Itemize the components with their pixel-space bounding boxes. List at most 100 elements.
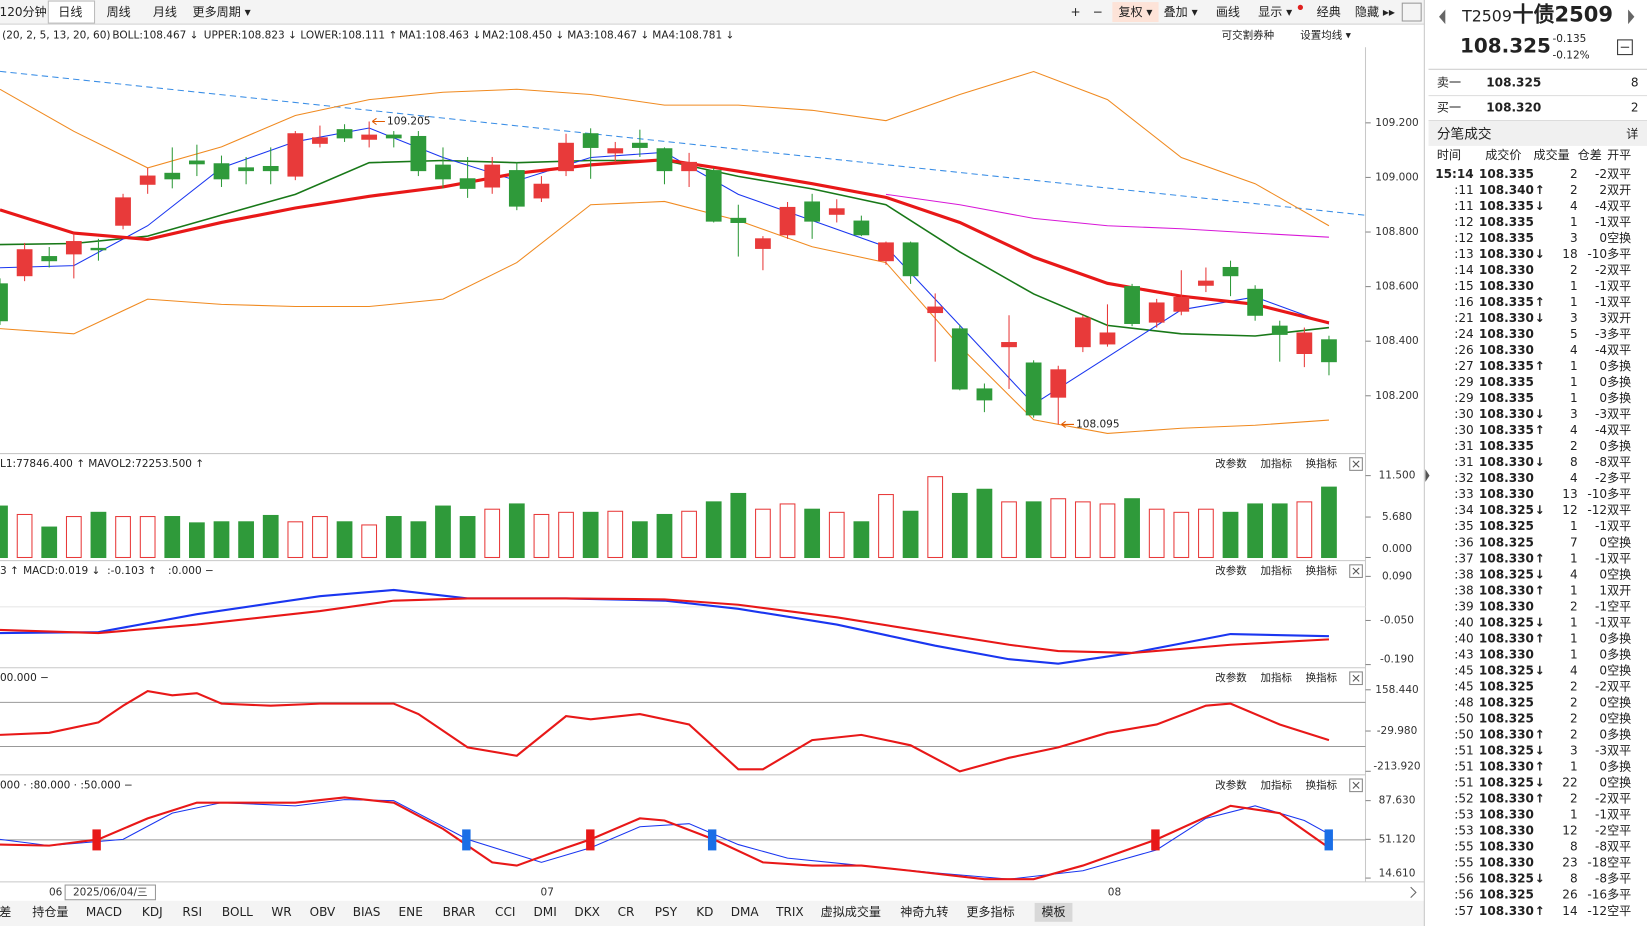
trade-oi-change: -10 — [1587, 247, 1607, 261]
trade-price: 108.325 — [1479, 712, 1534, 726]
trade-direction: ↑ — [1535, 631, 1545, 645]
indicator-tab[interactable]: ENE — [399, 905, 423, 919]
period-tab[interactable]: 更多周期 ▾ — [193, 5, 252, 19]
indicator-tab[interactable]: WR — [271, 905, 292, 919]
trade-price: 108.340 — [1479, 183, 1534, 197]
indicator-tab[interactable]: BIAS — [353, 905, 381, 919]
indicator-legend: 3 ↑ — [0, 565, 19, 577]
period-tab[interactable]: 120分钟 — [0, 4, 47, 19]
trade-price: 108.330 — [1479, 840, 1534, 854]
next-arrow[interactable] — [1628, 9, 1635, 25]
tool-button[interactable]: 经典 — [1317, 5, 1341, 19]
panel-button[interactable]: 加指标 — [1260, 457, 1292, 470]
scroll-arrow[interactable] — [1410, 886, 1417, 899]
indicator-tab[interactable]: 模板 — [1041, 905, 1065, 919]
panel-button[interactable]: 改参数 — [1215, 778, 1247, 791]
trade-price: 108.325 — [1479, 519, 1534, 533]
indicator-line — [0, 799, 1330, 880]
period-tab[interactable]: 月线 — [153, 5, 177, 19]
trade-volume: 2 — [1570, 792, 1578, 806]
trades-title: 分笔成交 — [1437, 125, 1492, 142]
close-button[interactable] — [1349, 778, 1363, 793]
panel-button[interactable]: 加指标 — [1260, 671, 1292, 684]
y-tick-label: -0.050 — [1380, 614, 1414, 626]
indicator-tab[interactable]: 神奇九转 — [900, 904, 948, 919]
indicator-tab[interactable]: BRAR — [443, 905, 476, 919]
collapse-handle[interactable] — [1425, 469, 1430, 482]
candle-body — [1222, 266, 1239, 277]
y-tick-label: 5.680 — [1382, 511, 1412, 523]
indicator-tab[interactable]: CR — [618, 905, 635, 919]
candle-body — [1099, 332, 1116, 345]
indicator-tab[interactable]: KDJ — [142, 905, 163, 919]
indicator-tab[interactable]: PSY — [655, 905, 678, 919]
prev-arrow[interactable] — [1439, 9, 1446, 25]
close-button[interactable] — [1349, 671, 1363, 686]
link[interactable]: 设置均线 ▾ — [1300, 29, 1351, 42]
candle-body — [681, 161, 697, 172]
indicator-tab[interactable]: MACD — [86, 905, 122, 919]
volume-bar — [656, 513, 673, 559]
tool-button[interactable]: 显示 ▾ — [1258, 5, 1293, 19]
candle-body — [755, 238, 771, 249]
panel-button[interactable]: 改参数 — [1215, 671, 1247, 684]
trade-time: :11 — [1454, 183, 1473, 197]
period-tab[interactable]: 周线 — [107, 5, 131, 19]
tool-button[interactable]: 复权 ▾ — [1118, 5, 1153, 19]
indicator-tab[interactable]: OBV — [310, 905, 336, 919]
detail-button[interactable]: 详 — [1626, 126, 1638, 141]
candle-body — [65, 241, 82, 255]
tool-button[interactable]: − — [1093, 5, 1103, 19]
trade-volume: 2 — [1570, 439, 1578, 453]
close-button[interactable] — [1349, 564, 1363, 578]
indicator-tab[interactable]: 差 — [0, 905, 11, 919]
indicator-tab[interactable]: 更多指标 — [966, 904, 1014, 919]
indicator-tab[interactable]: 持仓量 — [32, 904, 68, 919]
trade-direction: ↓ — [1535, 247, 1545, 261]
trade-price: 108.325 — [1479, 615, 1534, 629]
trade-time: :38 — [1454, 583, 1473, 597]
panel-button[interactable]: 加指标 — [1260, 778, 1292, 791]
collapse-icon[interactable] — [1617, 39, 1633, 56]
indicator-tab[interactable]: DMI — [534, 905, 557, 919]
tool-button[interactable]: + — [1071, 5, 1081, 19]
panel-button[interactable]: 加指标 — [1260, 564, 1292, 577]
indicator-line — [0, 70, 1330, 227]
volume-bar — [213, 521, 230, 559]
panel-button[interactable]: 换指标 — [1306, 671, 1338, 684]
volume-bar — [607, 510, 624, 559]
indicator-tab[interactable]: TRIX — [775, 905, 804, 919]
indicator-tab[interactable]: RSI — [182, 905, 202, 919]
tool-button[interactable]: 叠加 ▾ — [1164, 5, 1199, 19]
panel-button[interactable]: 换指标 — [1306, 564, 1338, 577]
trade-oi-change: -1 — [1595, 295, 1607, 309]
trade-volume: 1 — [1570, 295, 1578, 309]
trade-direction: ↓ — [1535, 407, 1545, 421]
indicator-tab[interactable]: DKX — [574, 905, 599, 919]
volume-bar — [385, 516, 402, 559]
link[interactable]: 可交割券种 — [1222, 29, 1275, 42]
trade-volume: 23 — [1562, 856, 1577, 870]
tool-button[interactable]: 画线 — [1216, 5, 1240, 19]
fullscreen-icon[interactable] — [1401, 2, 1422, 22]
period-tab[interactable]: 日线 — [58, 5, 82, 19]
indicator-tab[interactable]: DMA — [731, 905, 760, 919]
trade-type: 空换 — [1607, 776, 1631, 790]
indicator-tab[interactable]: 虚拟成交量 — [821, 904, 881, 919]
trade-oi-change: -3 — [1595, 407, 1607, 421]
contract-code: T2509 — [1461, 6, 1512, 25]
close-button[interactable] — [1349, 457, 1363, 471]
trade-type: 多换 — [1607, 728, 1631, 742]
indicator-tab[interactable]: CCI — [495, 905, 515, 919]
tool-button[interactable]: 隐藏 ▸▸ — [1355, 5, 1396, 19]
panel-button[interactable]: 改参数 — [1215, 457, 1247, 470]
candle-body — [1271, 325, 1288, 335]
trade-price: 108.335 — [1479, 423, 1534, 437]
panel-button[interactable]: 换指标 — [1306, 457, 1338, 470]
panel-button[interactable]: 换指标 — [1306, 778, 1338, 791]
indicator-tab[interactable]: KD — [696, 905, 713, 919]
indicator-tab[interactable]: BOLL — [222, 905, 253, 919]
panel-button[interactable]: 改参数 — [1215, 564, 1247, 577]
trade-time: :38 — [1454, 567, 1473, 581]
